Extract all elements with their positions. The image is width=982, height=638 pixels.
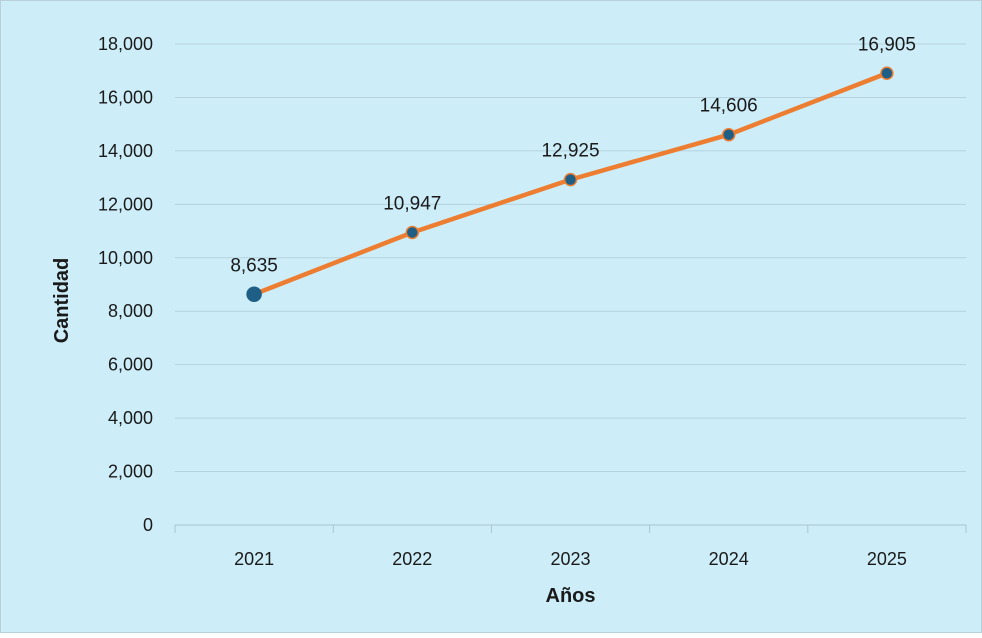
- data-label: 8,635: [230, 255, 278, 276]
- y-tick-label: 12,000: [98, 194, 153, 214]
- y-tick-labels: 0 2,000 4,000 6,000 8,000 10,000 12,000 14,000 1…: [98, 34, 153, 535]
- data-label: 16,905: [858, 34, 916, 55]
- data-point: [880, 66, 894, 81]
- x-tick-labels: 2021 2022 2023 2024 2025: [234, 549, 907, 569]
- x-axis-title: Años: [546, 585, 596, 607]
- y-tick-label: 10,000: [98, 248, 153, 268]
- data-label: 12,925: [541, 141, 599, 162]
- data-labels: 8,635 10,947 12,925 14,606 16,905: [230, 34, 916, 276]
- x-tick-label: 2023: [550, 549, 590, 569]
- data-points: [246, 66, 894, 303]
- y-tick-label: 18,000: [98, 34, 153, 54]
- gridlines: [175, 43, 966, 473]
- y-axis-title: Cantidad: [51, 258, 73, 344]
- data-point: [721, 127, 736, 142]
- y-tick-label: 14,000: [98, 141, 153, 161]
- x-tick-label: 2022: [392, 549, 432, 569]
- data-point: [563, 172, 578, 187]
- y-tick-label: 8,000: [108, 301, 153, 321]
- y-tick-label: 4,000: [108, 408, 153, 428]
- axes: [174, 524, 967, 533]
- x-tick-label: 2024: [709, 549, 749, 569]
- data-label: 14,606: [700, 96, 758, 117]
- y-tick-label: 2,000: [108, 462, 153, 482]
- data-point: [405, 225, 420, 240]
- x-tick-label: 2025: [867, 549, 907, 569]
- y-tick-label: 0: [143, 515, 153, 535]
- x-tick-label: 2021: [234, 549, 274, 569]
- data-point: [246, 286, 262, 303]
- y-tick-label: 16,000: [98, 87, 153, 107]
- y-tick-label: 6,000: [108, 355, 153, 375]
- data-label: 10,947: [383, 193, 441, 214]
